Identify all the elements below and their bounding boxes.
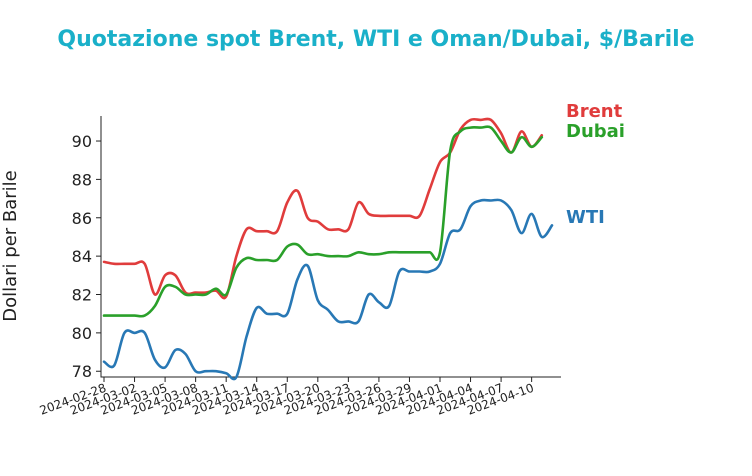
y-axis-ticks: 78 80 82 84 86 88 90 xyxy=(72,132,101,381)
series-line-brent xyxy=(102,117,544,300)
legend-dubai: Dubai xyxy=(566,121,625,142)
y-tick-label: 82 xyxy=(72,286,92,305)
series-lines xyxy=(102,117,554,381)
y-axis-label: Dollari per Barile xyxy=(0,170,21,322)
y-tick-label: 80 xyxy=(72,324,92,343)
legend-wti: WTI xyxy=(566,207,605,228)
series-line-dubai xyxy=(102,125,544,318)
y-tick-label: 90 xyxy=(72,132,92,151)
legend-brent: Brent xyxy=(566,101,623,122)
x-axis-ticks: 2024-02-282024-03-022024-03-052024-03-08… xyxy=(38,377,536,418)
y-tick-label: 84 xyxy=(72,247,92,266)
axes xyxy=(100,116,561,378)
y-tick-label: 88 xyxy=(72,170,92,189)
y-tick-label: 86 xyxy=(72,209,92,228)
chart-title: Quotazione spot Brent, WTI e Oman/Dubai,… xyxy=(57,27,694,52)
y-tick-label: 78 xyxy=(72,362,92,381)
series-line-wti xyxy=(102,198,554,381)
axis-spines xyxy=(100,116,561,378)
